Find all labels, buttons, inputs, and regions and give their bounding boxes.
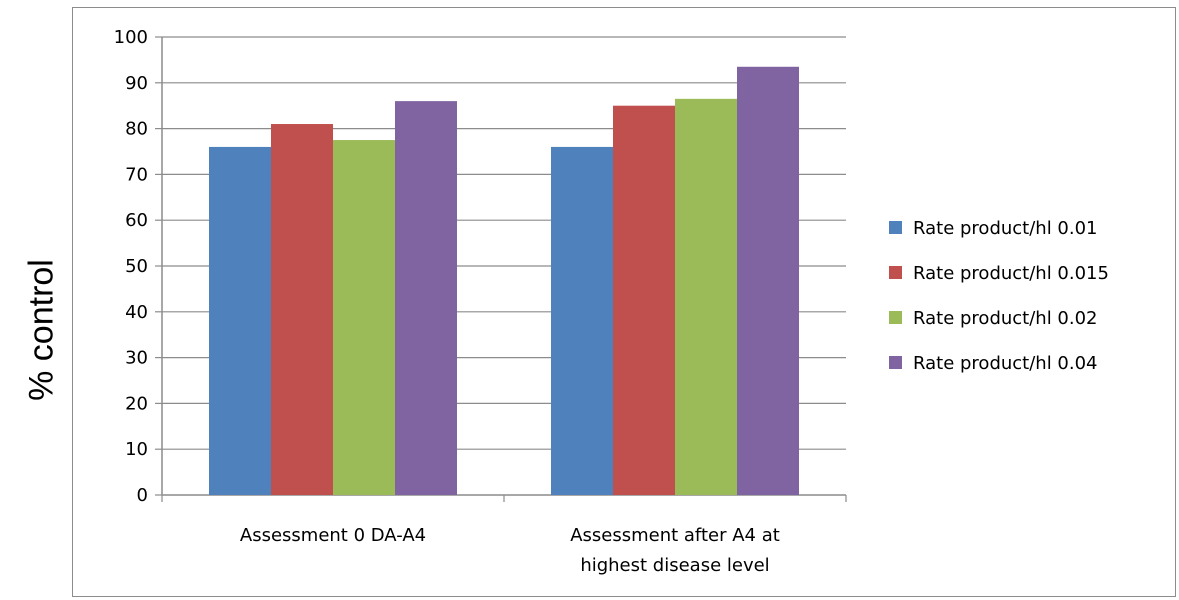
legend-swatch bbox=[889, 356, 902, 369]
y-tick-label: 20 bbox=[125, 393, 148, 414]
y-tick-label: 80 bbox=[125, 119, 148, 140]
y-tick-label: 60 bbox=[125, 210, 148, 231]
category-labels: Assessment 0 DA-A4 Assessment after A4 at… bbox=[240, 525, 780, 576]
bar bbox=[737, 66, 799, 496]
legend-label: Rate product/hl 0.02 bbox=[913, 308, 1098, 329]
bar bbox=[395, 101, 457, 496]
bars bbox=[209, 66, 799, 496]
legend-swatch bbox=[889, 266, 902, 279]
legend-swatch bbox=[889, 311, 902, 324]
bar bbox=[333, 140, 395, 496]
legend-label: Rate product/hl 0.01 bbox=[913, 218, 1098, 239]
legend-swatch bbox=[889, 221, 902, 234]
category-label: Assessment 0 DA-A4 bbox=[240, 525, 426, 546]
bar bbox=[613, 105, 675, 495]
bar bbox=[551, 146, 613, 496]
y-tick-label: 40 bbox=[125, 302, 148, 323]
category-label: highest disease level bbox=[580, 555, 769, 576]
legend: Rate product/hl 0.01 Rate product/hl 0.01… bbox=[889, 218, 1109, 374]
y-tick-label: 50 bbox=[125, 256, 148, 277]
bar bbox=[271, 124, 333, 496]
y-tick-label: 30 bbox=[125, 348, 148, 369]
category-label: Assessment after A4 at bbox=[570, 525, 780, 546]
y-tick-label: 0 bbox=[137, 485, 148, 506]
legend-label: Rate product/hl 0.04 bbox=[913, 353, 1098, 374]
y-tick-label: 70 bbox=[125, 164, 148, 185]
legend-label: Rate product/hl 0.015 bbox=[913, 263, 1109, 284]
y-tick-label: 100 bbox=[114, 27, 148, 48]
y-tick-label: 10 bbox=[125, 439, 148, 460]
bar bbox=[675, 98, 737, 495]
y-tick-label: 90 bbox=[125, 73, 148, 94]
bar bbox=[209, 146, 271, 496]
y-tick-labels: 0 10 20 30 40 50 60 70 80 90 100 bbox=[114, 27, 148, 506]
